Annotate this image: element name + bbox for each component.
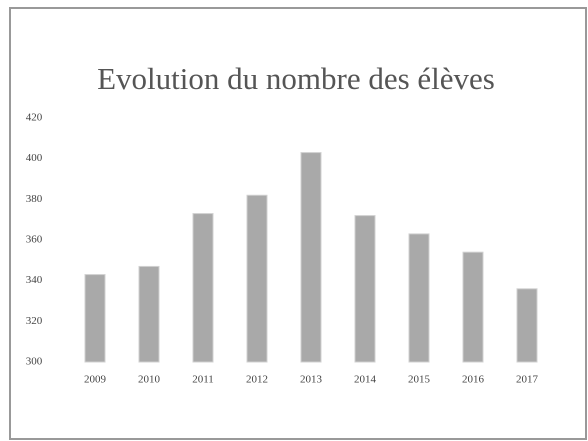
bar	[462, 251, 484, 363]
x-tick-label: 2015	[408, 374, 431, 386]
y-tick-label: 420	[26, 112, 43, 124]
x-tick-label: 2014	[354, 374, 377, 386]
bar	[138, 265, 160, 363]
y-tick-label: 400	[26, 152, 43, 164]
x-tick-label: 2009	[84, 374, 107, 386]
x-tick-label: 2011	[192, 374, 214, 386]
x-tick-label: 2012	[246, 374, 268, 386]
x-tick-label: 2016	[462, 374, 485, 386]
y-tick-label: 380	[26, 193, 43, 205]
x-tick-label: 2013	[300, 374, 323, 386]
bar	[192, 213, 214, 363]
x-tick-label: 2017	[516, 374, 539, 386]
bar	[516, 288, 538, 363]
y-tick-label: 360	[26, 234, 43, 246]
bar	[300, 152, 322, 363]
bar	[354, 215, 376, 363]
x-tick-label: 2010	[138, 374, 161, 386]
y-tick-label: 300	[26, 356, 43, 368]
y-tick-label: 340	[26, 274, 43, 286]
bar	[84, 274, 106, 363]
y-tick-label: 320	[26, 315, 43, 327]
bar	[408, 233, 430, 363]
chart-frame	[9, 7, 587, 440]
chart-title: Evolution du nombre des élèves	[97, 61, 495, 96]
bar	[246, 194, 268, 363]
